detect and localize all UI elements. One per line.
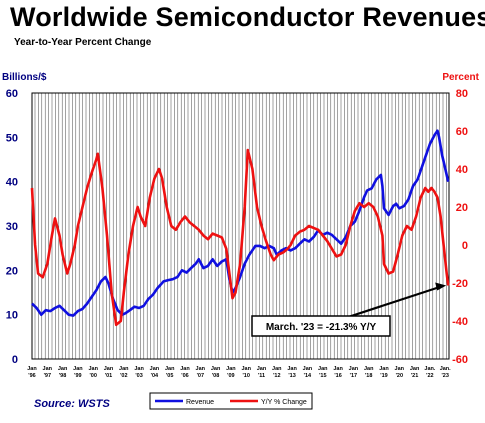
- x-tick-label: Jan: [364, 366, 374, 372]
- legend-revenue-label: Revenue: [186, 399, 214, 406]
- x-tick-label: Jan: [27, 366, 37, 372]
- left-tick-label: 40: [6, 177, 18, 189]
- x-tick-label: Jan: [119, 366, 129, 372]
- x-tick-label: '05: [166, 373, 173, 379]
- chart-title: Worldwide Semiconductor Revenues: [10, 2, 485, 32]
- right-axis-label: Percent: [442, 72, 479, 83]
- x-tick-label: '15: [319, 373, 326, 379]
- right-tick-label: -40: [452, 316, 468, 328]
- left-axis-ticks: 60 50 40 30 20 10 0: [6, 88, 18, 366]
- x-tick-label: '96: [28, 373, 35, 379]
- x-tick-label: '01: [105, 373, 112, 379]
- right-tick-label: 0: [462, 240, 468, 252]
- x-tick-label: '11: [258, 373, 265, 379]
- x-tick-label: Jan: [379, 366, 389, 372]
- x-tick-label: Jan: [134, 366, 144, 372]
- x-tick-label: Jan: [58, 366, 68, 372]
- x-tick-label: Jan: [73, 366, 83, 372]
- revenue-series-line: [31, 129, 450, 317]
- x-tick-label: '03: [135, 373, 142, 379]
- legend: Revenue Y/Y % Change: [149, 392, 313, 410]
- x-tick-label: Jan: [410, 366, 420, 372]
- x-tick-label: '19: [380, 373, 387, 379]
- right-tick-label: 80: [456, 88, 468, 100]
- x-tick-label: '08: [212, 373, 219, 379]
- x-tick-label: '16: [334, 373, 341, 379]
- x-tick-label: '02: [120, 373, 127, 379]
- right-tick-label: -20: [452, 278, 468, 290]
- x-tick-label: '00: [89, 373, 96, 379]
- x-tick-label: Jan: [226, 366, 236, 372]
- x-tick-label: Jan: [165, 366, 175, 372]
- x-tick-label: '09: [227, 373, 234, 379]
- x-tick-label: Jan: [88, 366, 98, 372]
- x-tick-label: Jan: [150, 366, 160, 372]
- legend-yoy-label: Y/Y % Change: [261, 399, 307, 406]
- x-tick-label: Jan: [318, 366, 328, 372]
- x-tick-label: '98: [59, 373, 66, 379]
- x-tick-label: Jan: [287, 366, 297, 372]
- x-tick-label: Jan: [349, 366, 359, 372]
- x-tick-label: Jan: [395, 366, 405, 372]
- right-tick-label: -60: [452, 354, 468, 366]
- x-tick-label: '17: [350, 373, 357, 379]
- x-tick-label: Jan: [196, 366, 206, 372]
- x-tick-label: '99: [74, 373, 81, 379]
- left-tick-label: 0: [12, 354, 18, 366]
- x-tick-label: '97: [44, 373, 51, 379]
- source-note: Source: WSTS: [34, 398, 110, 410]
- x-tick-label: Jan: [211, 366, 221, 372]
- annotation-text: March. '23 = -21.3% Y/Y: [266, 322, 377, 333]
- plot-area-border: [31, 92, 450, 360]
- x-tick-label: Jan: [303, 366, 313, 372]
- annotation-box: [251, 315, 391, 337]
- left-tick-label: 20: [6, 265, 18, 277]
- x-tick-label: '06: [181, 373, 188, 379]
- x-tick-label: Jan.: [440, 366, 451, 372]
- x-tick-label: '21: [411, 373, 418, 379]
- x-axis-ticks: Jan'96Jan'97Jan'98Jan'99Jan'00Jan'01Jan'…: [27, 366, 451, 379]
- x-tick-label: Jan.: [424, 366, 435, 372]
- left-tick-label: 30: [6, 221, 18, 233]
- yoy-change-series-line: [30, 148, 450, 327]
- annotation: March. '23 = -21.3% Y/Y: [251, 282, 447, 337]
- x-tick-label: '12: [273, 373, 280, 379]
- x-tick-label: '20: [396, 373, 403, 379]
- annotation-arrowhead: [435, 282, 447, 291]
- x-tick-label: Jan: [257, 366, 267, 372]
- x-tick-label: Jan: [241, 366, 251, 372]
- x-tick-label: Jan: [104, 366, 114, 372]
- left-axis-label: Billions/$: [2, 72, 47, 83]
- x-tick-label: '18: [365, 373, 372, 379]
- x-tick-label: '04: [151, 373, 159, 379]
- x-tick-label: Jan: [333, 366, 343, 372]
- left-tick-label: 10: [6, 310, 18, 322]
- right-tick-label: 40: [456, 164, 468, 176]
- x-tick-label: '22: [426, 373, 433, 379]
- x-tick-label: '23: [441, 373, 448, 379]
- x-tick-label: '07: [197, 373, 204, 379]
- right-tick-label: 60: [456, 126, 468, 138]
- right-tick-label: 20: [456, 202, 468, 214]
- vertical-grid: [34, 93, 447, 359]
- x-tick-label: Jan: [272, 366, 282, 372]
- chart-subtitle: Year-to-Year Percent Change: [14, 37, 152, 48]
- x-tick-label: Jan: [180, 366, 190, 372]
- x-tick-label: '14: [304, 373, 312, 379]
- x-tick-label: '10: [242, 373, 249, 379]
- x-tick-label: '13: [288, 373, 295, 379]
- right-axis-ticks: 80 60 40 20 0 -20 -40 -60: [452, 88, 468, 366]
- x-tick-label: Jan: [43, 366, 53, 372]
- left-tick-label: 60: [6, 88, 18, 100]
- left-tick-label: 50: [6, 132, 18, 144]
